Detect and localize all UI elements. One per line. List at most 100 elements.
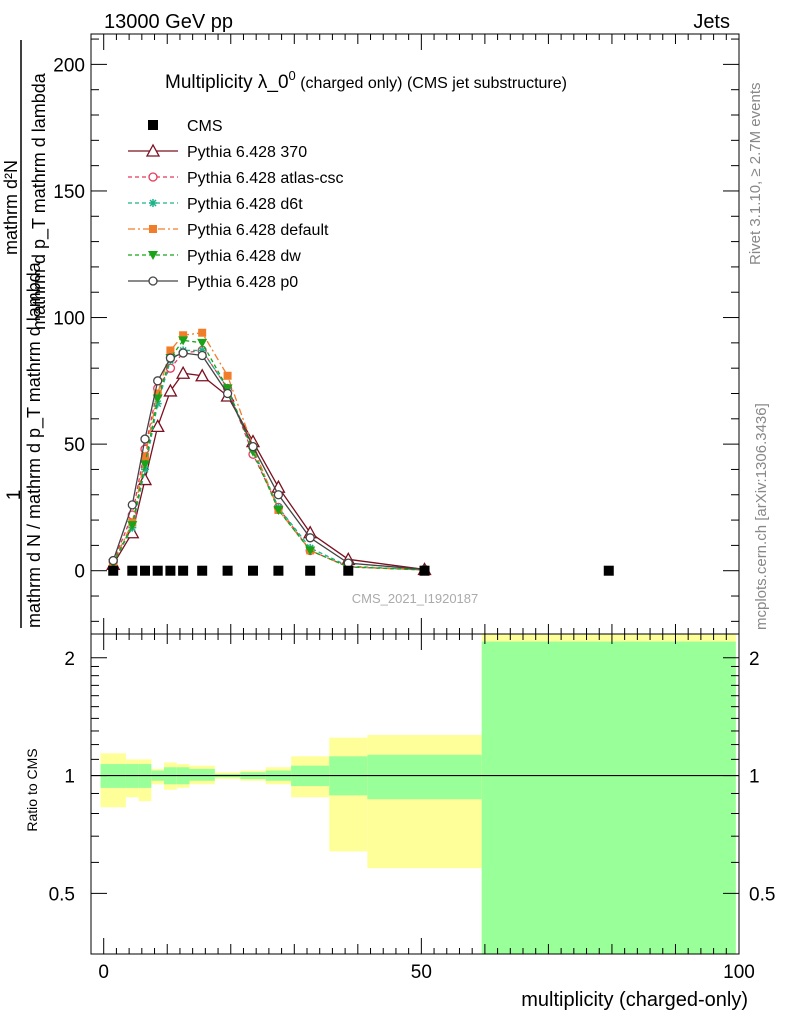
- series-point-5: [222, 388, 233, 399]
- series-point-4: [305, 546, 316, 556]
- cms-data-point: [273, 565, 284, 576]
- watermark: CMS_2021_I1920187: [352, 591, 479, 606]
- ratio-panel: 0.5 0.5 1 1 2 2 0 50 100 Ratio to CMS multiplic…: [24, 633, 776, 1011]
- cms-data-point: [603, 565, 614, 576]
- ylabel-bottom: mathrm d p_T mathrm d lambda: [29, 72, 50, 330]
- ratio-y-tick-label-right: 2: [749, 649, 760, 670]
- series-point-3: [198, 328, 207, 337]
- series-point-0: [150, 419, 165, 433]
- series-point-3: [179, 331, 188, 340]
- main-title-suffix: (charged only) (CMS jet substructure): [296, 75, 567, 92]
- main-y-label: 1 mathrm d N / mathrm d p_T mathrm d lam…: [1, 40, 50, 628]
- legend: CMS Pythia 6.428 370 Pythia 6.428 atlas-cs…: [128, 118, 344, 291]
- series-point-3: [141, 452, 149, 461]
- main-y-tick-label: 50: [64, 435, 85, 456]
- series-point-5: [127, 500, 137, 510]
- x-tick-label: 50: [411, 962, 432, 983]
- ratio-stat-band: [189, 768, 215, 781]
- series-point-4: [152, 394, 163, 404]
- cms-data-point: [178, 565, 189, 576]
- series-point-5: [153, 376, 163, 386]
- cms-data-point: [108, 565, 119, 576]
- legend-entry: Pythia 6.428 d6t: [187, 196, 303, 213]
- series-line-0: [112, 372, 425, 571]
- series-point-0: [176, 365, 191, 379]
- series-point-4: [273, 505, 284, 515]
- cms-data-point: [165, 565, 176, 576]
- main-series-layer: [106, 328, 432, 576]
- rivet-label: Rivet 3.1.10, ≥ 2.7M events: [747, 83, 764, 266]
- series-point-4: [140, 460, 150, 470]
- series-point-0: [125, 525, 140, 539]
- ratio-y-tick-label-right: 0.5: [749, 884, 775, 905]
- cms-data-point: [222, 565, 233, 576]
- main-title-sup: 0: [289, 68, 296, 83]
- legend-entry: Pythia 6.428 370: [187, 144, 307, 161]
- ratio-ylabel: Ratio to CMS: [24, 748, 40, 831]
- series-point-4: [127, 521, 138, 531]
- ylabel-main: mathrm d N / mathrm d p_T mathrm d lambd…: [24, 261, 45, 628]
- ratio-stat-band: [481, 641, 736, 954]
- cms-data-point: [152, 565, 163, 576]
- ylabel-numerator: 1: [4, 490, 25, 501]
- mcplots-label: mcplots.cern.ch [arXiv:1306.3436]: [753, 403, 770, 630]
- ratio-stat-band: [367, 754, 482, 800]
- legend-entry: Pythia 6.428 p0: [187, 274, 298, 291]
- legend-marker: [148, 172, 158, 182]
- legend-marker: [148, 120, 158, 130]
- ratio-y-tick-label: 0.5: [49, 884, 75, 905]
- legend-marker: [148, 276, 158, 286]
- x-axis-label: multiplicity (charged-only): [521, 989, 748, 1011]
- series-point-5: [108, 555, 118, 566]
- series-line-4: [112, 339, 425, 571]
- main-y-tick-label: 100: [53, 309, 85, 330]
- main-title-text: Multiplicity λ_0: [165, 72, 289, 93]
- ratio-y-ticks: 0.5 0.5 1 1 2 2: [49, 649, 776, 906]
- main-y-tick-label: 0: [74, 562, 85, 583]
- series-point-3: [166, 346, 175, 355]
- series-point-0: [163, 383, 178, 397]
- cms-data-point: [419, 565, 430, 576]
- ratio-y-tick-label-right: 1: [749, 767, 760, 788]
- series-point-5: [305, 533, 315, 543]
- series-line-3: [112, 332, 425, 571]
- main-panel: CMS_2021_I1920187 0 50 100 150 200 Multiplic…: [53, 33, 740, 635]
- cms-data-point: [248, 565, 258, 576]
- legend-entry: Pythia 6.428 default: [187, 222, 329, 239]
- header-left: 13000 GeV pp: [104, 11, 233, 33]
- cms-data-layer: [108, 565, 614, 576]
- ratio-bands: [100, 634, 736, 954]
- series-point-5: [165, 353, 176, 363]
- ratio-frame: [90, 633, 740, 955]
- series-point-5: [140, 434, 150, 444]
- main-y-tick-label: 150: [53, 182, 85, 203]
- legend-marker: [149, 225, 157, 233]
- cms-data-point: [343, 565, 354, 576]
- legend-entry: Pythia 6.428 atlas-csc: [187, 170, 344, 187]
- series-point-5: [178, 348, 188, 358]
- main-title: Multiplicity λ_00 (charged only) (CMS je…: [165, 68, 567, 93]
- legend-entry: Pythia 6.428 dw: [187, 248, 301, 265]
- series-point-4: [178, 336, 189, 346]
- x-tick-label: 100: [723, 962, 755, 983]
- legend-entry: CMS: [187, 118, 223, 135]
- ratio-y-tick-label: 1: [64, 767, 75, 788]
- ylabel-top: mathrm d²N: [1, 160, 21, 255]
- series-point-5: [273, 490, 284, 500]
- main-y-ticks: 0 50 100 150 200: [53, 34, 740, 634]
- legend-marker: [145, 143, 161, 157]
- series-point-5: [248, 442, 258, 452]
- legend-marker: [148, 251, 158, 260]
- cms-data-point: [140, 565, 150, 576]
- series-point-3: [153, 389, 162, 398]
- ratio-y-tick-label: 2: [64, 649, 75, 670]
- cms-data-point: [197, 565, 208, 576]
- series-point-5: [197, 350, 207, 361]
- series-point-0: [195, 368, 210, 382]
- series-point-4: [197, 338, 208, 348]
- cms-data-point: [305, 565, 316, 576]
- ratio-x-ticks: 0 50 100: [98, 634, 755, 983]
- main-y-tick-label: 200: [53, 55, 85, 76]
- header-right: Jets: [693, 11, 730, 33]
